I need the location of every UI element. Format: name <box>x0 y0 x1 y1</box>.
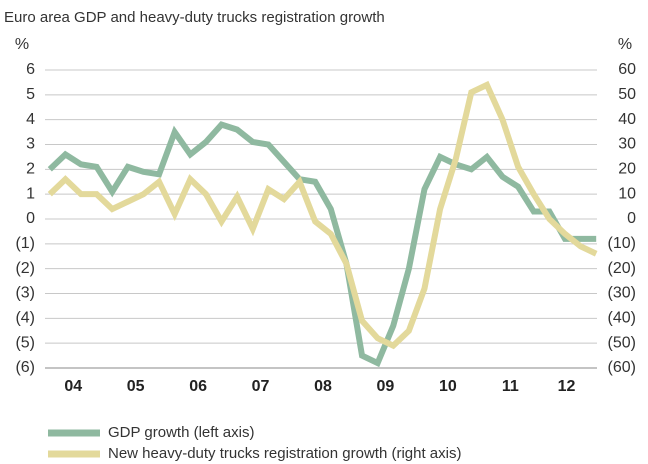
y-tick-label: 3 <box>26 136 35 153</box>
y2-tick-label: (20) <box>608 260 636 277</box>
y-tick-label: (6) <box>15 359 35 376</box>
legend-label: GDP growth (left axis) <box>108 424 254 441</box>
y-tick-label: 4 <box>26 111 35 128</box>
y-tick-label: (4) <box>15 310 35 327</box>
y2-tick-label: 0 <box>627 210 636 227</box>
x-tick-label: 10 <box>439 378 457 395</box>
y-tick-label: (2) <box>15 260 35 277</box>
y-tick-label: 6 <box>26 61 35 78</box>
x-tick-label: 08 <box>314 378 332 395</box>
y-tick-label: 1 <box>26 185 35 202</box>
x-tick-label: 12 <box>558 378 576 395</box>
chart-title: Euro area GDP and heavy-duty trucks regi… <box>4 9 385 26</box>
y-tick-label: (1) <box>15 235 35 252</box>
y2-tick-label: 60 <box>618 61 636 78</box>
y-tick-label: 2 <box>26 161 35 178</box>
x-tick-label: 07 <box>252 378 270 395</box>
legend-label: New heavy-duty trucks registration growt… <box>108 445 461 462</box>
y2-tick-label: (40) <box>608 310 636 327</box>
data-line <box>47 80 598 350</box>
y-tick-label: (5) <box>15 334 35 351</box>
x-tick-label: 05 <box>127 378 145 395</box>
y2-tick-label: 40 <box>618 111 636 128</box>
y2-tick-label: (10) <box>608 235 636 252</box>
x-tick-label: 06 <box>189 378 207 395</box>
y-axis-label: % <box>15 36 29 53</box>
y2-tick-label: 10 <box>618 185 636 202</box>
y2-tick-label: (30) <box>608 285 636 302</box>
data-line <box>47 121 597 368</box>
x-tick-label: 09 <box>377 378 395 395</box>
y-tick-label: 0 <box>26 210 35 227</box>
x-tick-label: 11 <box>502 378 519 395</box>
y2-tick-label: (50) <box>608 334 636 351</box>
y2-tick-label: 20 <box>618 161 636 178</box>
y2-axis-label: % <box>618 36 632 53</box>
y2-tick-label: 50 <box>618 86 636 103</box>
x-tick-label: 04 <box>64 378 82 395</box>
y2-tick-label: 30 <box>618 136 636 153</box>
y2-tick-label: (60) <box>608 359 636 376</box>
y-tick-label: (3) <box>15 285 35 302</box>
y-tick-label: 5 <box>26 86 35 103</box>
